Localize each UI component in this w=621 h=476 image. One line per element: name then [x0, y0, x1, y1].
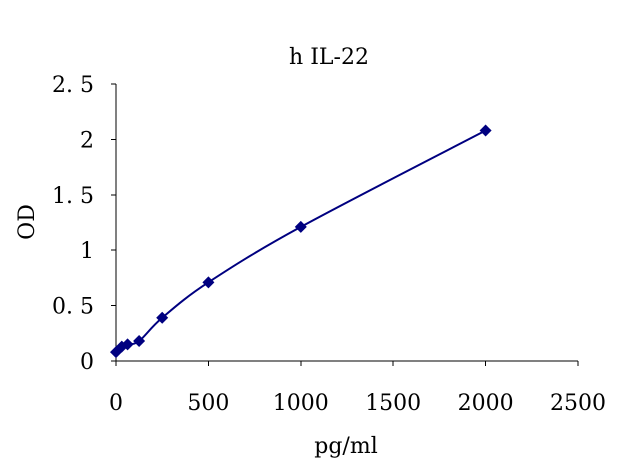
x-tick-label: 2000	[458, 391, 514, 416]
chart-title: h IL-22	[289, 45, 369, 70]
x-tick-label: 2500	[550, 391, 606, 416]
data-points	[110, 124, 492, 359]
data-point-marker	[133, 335, 146, 348]
y-tick-label: 1. 5	[52, 184, 94, 209]
y-axis-label: OD	[15, 204, 40, 240]
data-point-marker	[479, 124, 492, 137]
y-tick-label: 1	[80, 239, 94, 264]
data-point-marker	[202, 276, 215, 289]
y-tick-label: 2	[80, 128, 94, 153]
data-point-marker	[156, 311, 169, 324]
x-axis-ticks: 0 500 1000 1500 2000 2500	[109, 361, 606, 416]
y-tick-label: 0	[80, 350, 94, 375]
x-axis-label: pg/ml	[314, 434, 377, 459]
x-tick-label: 1000	[273, 391, 329, 416]
x-tick-label: 500	[187, 391, 229, 416]
y-tick-label: 0. 5	[52, 295, 94, 320]
x-tick-label: 1500	[365, 391, 421, 416]
data-point-marker	[294, 220, 307, 233]
plot-area: 0 0. 5 1 1. 5 2 2. 5 0 500 1000 1500 2000 2500	[52, 73, 606, 416]
y-axis-ticks: 0 0. 5 1 1. 5 2 2. 5	[52, 73, 116, 375]
x-tick-label: 0	[109, 391, 123, 416]
trend-line	[115, 129, 487, 353]
data-point-marker	[121, 338, 134, 351]
y-tick-label: 2. 5	[52, 73, 94, 98]
